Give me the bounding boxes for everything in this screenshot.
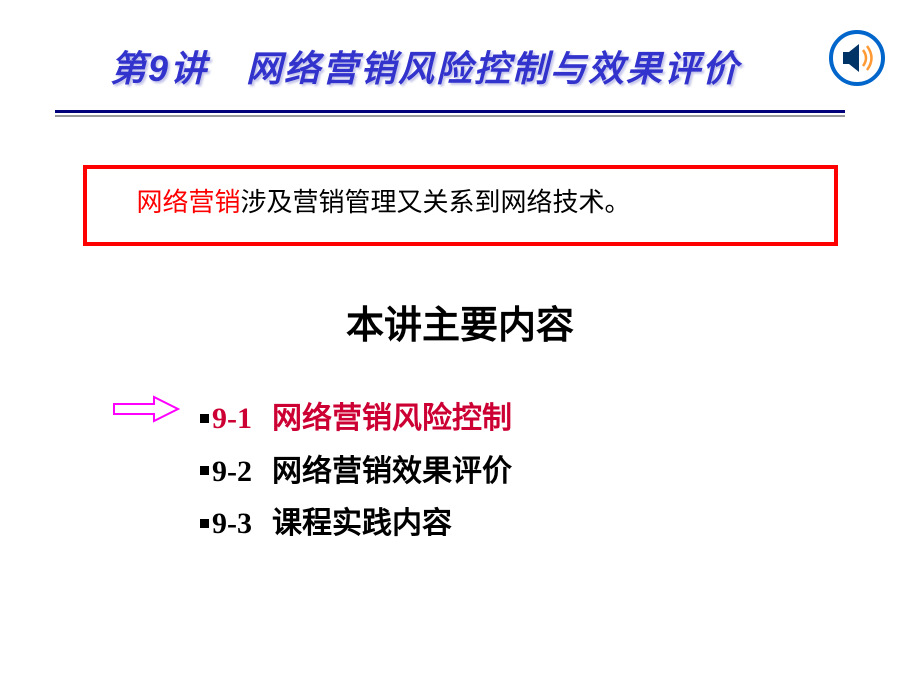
bullet-icon bbox=[200, 466, 209, 475]
bullet-icon bbox=[200, 519, 209, 528]
toc-num: 9-1 bbox=[212, 402, 252, 435]
callout-highlight: 网络营销 bbox=[137, 188, 241, 217]
toc-label: 网络营销效果评价 bbox=[272, 455, 512, 488]
slide-title: 第9讲 网络营销风险控制与效果评价 bbox=[110, 40, 920, 92]
slide-header: 第9讲 网络营销风险控制与效果评价 bbox=[0, 0, 920, 92]
title-underline bbox=[55, 110, 845, 117]
toc-item-9-2: 9-2 网络营销效果评价 bbox=[200, 446, 920, 499]
toc-item-9-1: 9-1 网络营销风险控制 bbox=[200, 393, 920, 446]
toc-num: 9-3 bbox=[212, 507, 252, 540]
sound-icon bbox=[829, 30, 885, 86]
toc-list: 9-1 网络营销风险控制 9-2 网络营销效果评价 9-3 课程实践内容 bbox=[200, 393, 920, 551]
toc-item-9-3: 9-3 课程实践内容 bbox=[200, 498, 920, 551]
bullet-icon bbox=[200, 414, 209, 423]
toc-label: 网络营销风险控制 bbox=[272, 402, 512, 435]
section-heading: 本讲主要内容 bbox=[0, 294, 920, 349]
callout-box: 网络营销涉及营销管理又关系到网络技术。 bbox=[83, 165, 838, 246]
pointer-arrow-icon bbox=[112, 395, 182, 423]
callout-rest: 涉及营销管理又关系到网络技术。 bbox=[241, 188, 631, 217]
callout-text: 网络营销涉及营销管理又关系到网络技术。 bbox=[137, 183, 814, 222]
toc-num: 9-2 bbox=[212, 455, 252, 488]
toc-label: 课程实践内容 bbox=[272, 507, 452, 540]
